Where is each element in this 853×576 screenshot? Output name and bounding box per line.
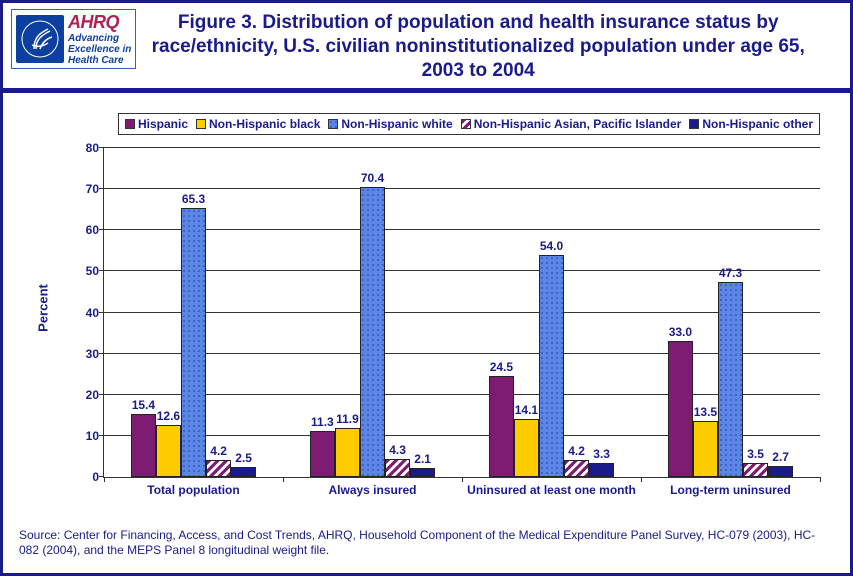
y-tick-label: 20 bbox=[69, 388, 99, 402]
category-group: 15.412.665.34.22.5Total population bbox=[104, 148, 283, 477]
bar-value-label: 2.1 bbox=[405, 452, 441, 466]
legend-item: Non-Hispanic other bbox=[689, 117, 813, 131]
bar-value-label: 54.0 bbox=[534, 239, 570, 253]
y-tick-label: 30 bbox=[69, 347, 99, 361]
bar-value-label: 70.4 bbox=[355, 171, 391, 185]
bar bbox=[743, 463, 768, 477]
bar bbox=[156, 425, 181, 477]
y-tick-label: 60 bbox=[69, 223, 99, 237]
x-tick-mark bbox=[462, 477, 463, 482]
legend-label: Hispanic bbox=[138, 117, 188, 131]
ahrq-sub-2: Excellence in bbox=[68, 44, 131, 55]
ahrq-text: AHRQ Advancing Excellence in Health Care bbox=[68, 12, 131, 66]
bar bbox=[489, 376, 514, 477]
bar bbox=[181, 208, 206, 477]
chart: Hispanic Non-Hispanic black Non-Hispanic w… bbox=[23, 103, 830, 513]
y-tick-label: 10 bbox=[69, 429, 99, 443]
legend-swatch-icon bbox=[461, 119, 471, 129]
legend-item: Non-Hispanic white bbox=[328, 117, 452, 131]
logo-box: AHRQ Advancing Excellence in Health Care bbox=[11, 9, 136, 69]
bar-value-label: 24.5 bbox=[483, 360, 519, 374]
y-tick-label: 50 bbox=[69, 264, 99, 278]
category-group: 33.013.547.33.52.7Long-term uninsured bbox=[641, 148, 820, 477]
bar bbox=[231, 467, 256, 477]
ahrq-sub-1: Advancing bbox=[68, 33, 131, 44]
category-label: Always insured bbox=[328, 483, 416, 497]
legend-label: Non-Hispanic white bbox=[341, 117, 452, 131]
y-tick-label: 40 bbox=[69, 306, 99, 320]
category-label: Uninsured at least one month bbox=[467, 483, 636, 497]
legend: Hispanic Non-Hispanic black Non-Hispanic w… bbox=[118, 113, 820, 135]
plot-area: 0102030405060708015.412.665.34.22.5Total… bbox=[103, 148, 820, 478]
legend-item: Non-Hispanic Asian, Pacific Islander bbox=[461, 117, 682, 131]
bar bbox=[564, 460, 589, 477]
bar-value-label: 47.3 bbox=[713, 266, 749, 280]
bar-value-label: 2.5 bbox=[226, 451, 262, 465]
legend-swatch-icon bbox=[125, 119, 135, 129]
legend-swatch-icon bbox=[196, 119, 206, 129]
ahrq-title: AHRQ bbox=[68, 12, 131, 33]
bar bbox=[335, 428, 360, 477]
legend-swatch-icon bbox=[328, 119, 338, 129]
bar bbox=[410, 468, 435, 477]
bar-value-label: 65.3 bbox=[176, 192, 212, 206]
y-tick-label: 70 bbox=[69, 182, 99, 196]
bar bbox=[360, 187, 385, 477]
bar-value-label: 2.7 bbox=[763, 450, 799, 464]
bar-value-label: 33.0 bbox=[662, 325, 698, 339]
y-tick-label: 80 bbox=[69, 141, 99, 155]
legend-label: Non-Hispanic other bbox=[702, 117, 813, 131]
y-axis-label: Percent bbox=[35, 284, 50, 332]
bar-value-label: 3.3 bbox=[584, 447, 620, 461]
x-tick-mark bbox=[641, 477, 642, 482]
legend-item: Non-Hispanic black bbox=[196, 117, 320, 131]
legend-label: Non-Hispanic Asian, Pacific Islander bbox=[474, 117, 682, 131]
figure-frame: AHRQ Advancing Excellence in Health Care… bbox=[0, 0, 853, 576]
legend-label: Non-Hispanic black bbox=[209, 117, 320, 131]
x-tick-mark bbox=[283, 477, 284, 482]
bar bbox=[310, 431, 335, 477]
bar bbox=[768, 466, 793, 477]
bar bbox=[693, 421, 718, 477]
category-group: 24.514.154.04.23.3Uninsured at least one… bbox=[462, 148, 641, 477]
category-label: Long-term uninsured bbox=[670, 483, 791, 497]
category-group: 11.311.970.44.32.1Always insured bbox=[283, 148, 462, 477]
bar bbox=[589, 463, 614, 477]
x-tick-mark bbox=[820, 477, 821, 482]
source-note: Source: Center for Financing, Access, an… bbox=[19, 528, 834, 559]
hhs-badge-icon bbox=[16, 15, 64, 63]
bar bbox=[514, 419, 539, 477]
legend-swatch-icon bbox=[689, 119, 699, 129]
ahrq-sub-3: Health Care bbox=[68, 55, 131, 66]
y-tick-label: 0 bbox=[69, 470, 99, 484]
category-label: Total population bbox=[147, 483, 239, 497]
x-tick-mark bbox=[104, 477, 105, 482]
legend-item: Hispanic bbox=[125, 117, 188, 131]
header: AHRQ Advancing Excellence in Health Care… bbox=[3, 3, 850, 93]
figure-title: Figure 3. Distribution of population and… bbox=[136, 9, 840, 86]
